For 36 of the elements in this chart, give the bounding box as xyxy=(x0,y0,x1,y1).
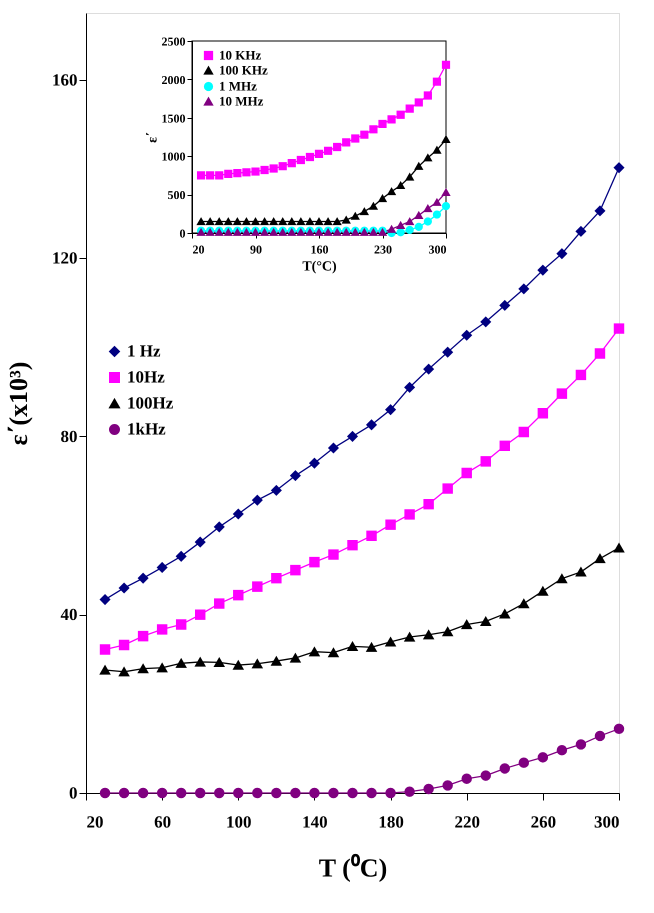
x-tick-label: 300 xyxy=(594,812,620,832)
x-tick-label: 300 xyxy=(428,242,446,256)
legend-label: 100 KHz xyxy=(219,62,268,78)
legend-label: 10Hz xyxy=(127,368,166,386)
x-tick-label: 220 xyxy=(454,812,480,832)
x-axis-title: T (⁰C) xyxy=(318,854,388,882)
x-tick-label: 230 xyxy=(374,242,392,256)
y-axis-title: ε΄(x10³) xyxy=(4,362,33,446)
y-tick-label: 1500 xyxy=(162,111,186,126)
y-tick-label: 1000 xyxy=(162,150,186,164)
y-tick-label: 0 xyxy=(180,226,186,240)
x-tick-label: 260 xyxy=(530,812,556,832)
x-tick-label: 180 xyxy=(378,812,404,832)
y-tick-label: 120 xyxy=(52,248,78,268)
x-tick-label: 60 xyxy=(154,812,172,832)
x-tick-label: 20 xyxy=(192,242,204,256)
x-tick-label: 160 xyxy=(310,242,328,256)
legend-label: 1 Hz xyxy=(127,342,161,360)
x-axis-title: T(°C) xyxy=(302,260,338,274)
y-tick-label: 0 xyxy=(69,784,78,802)
legend-label: 10 KHz xyxy=(219,48,262,62)
x-tick-label: 140 xyxy=(302,812,328,832)
y-tick-label: 2500 xyxy=(162,34,186,48)
legend-label: 1 MHz xyxy=(219,78,258,94)
legend-label: 1kHz xyxy=(127,420,166,438)
x-tick-label: 20 xyxy=(86,812,104,832)
legend-label: 100Hz xyxy=(127,394,174,412)
y-tick-label: 40 xyxy=(60,605,78,624)
y-tick-label: 500 xyxy=(168,188,186,202)
x-tick-label: 100 xyxy=(226,812,252,832)
y-tick-label: 2000 xyxy=(162,72,186,87)
y-tick-label: 160 xyxy=(52,70,78,90)
y-axis-title: ε΄ xyxy=(146,132,160,143)
x-tick-label: 90 xyxy=(250,242,262,256)
legend-label: 10 MHz xyxy=(219,94,264,108)
y-tick-label: 80 xyxy=(60,426,78,446)
